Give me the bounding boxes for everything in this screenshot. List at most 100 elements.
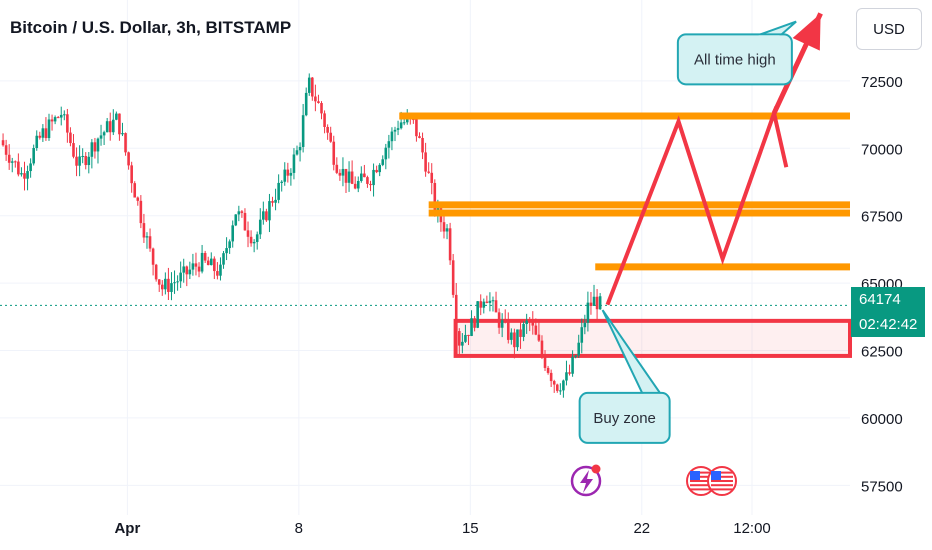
candle-body xyxy=(421,137,424,153)
candle-body xyxy=(84,156,88,166)
candle-body xyxy=(240,211,244,213)
candle-body xyxy=(451,260,455,295)
candle-body xyxy=(102,132,106,136)
buy-zone-box[interactable] xyxy=(453,318,852,358)
candle-body xyxy=(320,103,323,114)
candle-body xyxy=(289,172,293,176)
callout-box[interactable] xyxy=(578,391,671,444)
price-tick-label: 60000 xyxy=(861,411,903,428)
candle-body xyxy=(7,154,11,163)
candle-body xyxy=(531,321,535,326)
candle-body xyxy=(476,301,479,328)
candle-body xyxy=(216,271,219,276)
candle-body xyxy=(332,141,336,165)
candle-body xyxy=(378,164,381,173)
candle-body xyxy=(467,334,470,336)
candle-body xyxy=(494,300,498,313)
candle-body xyxy=(503,320,507,322)
candle-body xyxy=(200,252,204,272)
candle-body xyxy=(111,119,115,133)
callout-text: Buy zone xyxy=(593,410,656,427)
candle-body xyxy=(38,135,42,138)
candle-body xyxy=(537,334,541,341)
candle-body xyxy=(93,142,97,152)
us-flag-icon[interactable] xyxy=(686,466,716,496)
currency-button[interactable]: USD xyxy=(856,8,922,50)
candle-body xyxy=(415,119,418,137)
candle-body xyxy=(369,183,372,186)
candle-body xyxy=(577,342,581,356)
price-tick-label: 70000 xyxy=(861,141,903,158)
candle-body xyxy=(497,312,501,328)
candle-body xyxy=(372,169,375,186)
price-tick-label: 62500 xyxy=(861,344,903,361)
candle-body xyxy=(90,142,94,157)
candle-body xyxy=(56,117,60,119)
candle-body xyxy=(265,211,268,221)
projection-arrow-head[interactable] xyxy=(792,13,821,51)
candle-body xyxy=(23,173,26,179)
candle-body xyxy=(154,264,158,280)
candle-body xyxy=(191,263,195,270)
symbol-title: Bitcoin / U.S. Dollar, 3h, BITSTAMP xyxy=(10,18,292,37)
candle-body xyxy=(237,211,241,215)
candle-body xyxy=(32,148,35,164)
projection-path[interactable] xyxy=(605,12,823,306)
candle-body xyxy=(488,300,492,303)
candle-body xyxy=(344,168,348,183)
candle-body xyxy=(311,77,314,97)
dividends-lightning-icon[interactable] xyxy=(570,464,602,497)
candle-body xyxy=(457,331,461,346)
buy-zone-rectangle[interactable] xyxy=(453,318,852,358)
callout-box[interactable] xyxy=(676,33,793,86)
candle-body xyxy=(424,152,427,172)
candle-body xyxy=(506,320,510,340)
candle-body xyxy=(87,156,91,166)
candle-body xyxy=(26,171,29,179)
candle-body xyxy=(366,177,369,184)
candle-body xyxy=(513,332,516,348)
candle-body xyxy=(522,324,525,337)
candle-body xyxy=(479,301,483,308)
candle-body xyxy=(139,200,143,224)
candle-body xyxy=(258,219,262,235)
candle-body xyxy=(562,380,565,391)
callouts[interactable]: All time high Buy zone xyxy=(578,20,797,444)
candle-body xyxy=(29,163,32,172)
candle-body xyxy=(335,164,339,173)
candle-body xyxy=(118,113,121,135)
projection-zigzag[interactable] xyxy=(605,106,789,306)
time-scale[interactable]: Apr 8 15 22 12:00 xyxy=(114,520,770,537)
candle-body xyxy=(179,272,182,282)
candle-body xyxy=(543,354,547,368)
candle-body xyxy=(145,236,149,238)
event-icons[interactable] xyxy=(570,464,737,497)
candle-body xyxy=(182,266,186,273)
candle-body xyxy=(176,281,179,283)
candle-body xyxy=(304,92,308,116)
candle-body xyxy=(396,128,400,130)
candle-body xyxy=(595,296,599,310)
candle-body xyxy=(194,263,198,267)
candle-body xyxy=(63,114,66,116)
resistance-levels[interactable] xyxy=(399,112,850,271)
us-flag-icon[interactable] xyxy=(707,466,737,496)
candle-body xyxy=(252,241,256,244)
candle-body xyxy=(188,269,192,275)
candle-body xyxy=(170,283,173,292)
price-tick-label: 72500 xyxy=(861,74,903,91)
candle-body xyxy=(206,260,210,266)
candle-body xyxy=(598,296,602,310)
candle-body xyxy=(234,214,238,226)
time-tick-label: 22 xyxy=(633,520,650,537)
candle-body xyxy=(213,258,216,272)
candle-body xyxy=(130,165,133,184)
candle-body xyxy=(326,126,329,133)
candle-body xyxy=(209,258,213,266)
last-price-label: 64174 xyxy=(851,287,925,312)
candle-body xyxy=(307,77,311,93)
candle-body xyxy=(81,156,84,158)
candle-body xyxy=(540,340,544,355)
